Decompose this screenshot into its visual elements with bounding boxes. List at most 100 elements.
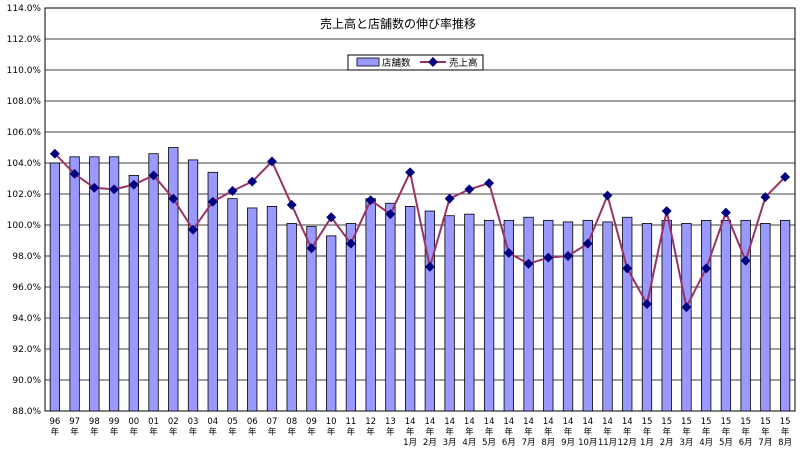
x-tick-label: 1月: [640, 438, 654, 448]
bar: [740, 219, 751, 412]
x-tick-label: 年: [722, 427, 731, 438]
x-tick-label: 14: [602, 417, 613, 427]
x-tick-label: 2月: [660, 438, 674, 448]
x-tick-label: 01: [148, 417, 159, 427]
line-point: [188, 224, 198, 235]
bar: [661, 219, 672, 412]
x-tick-label: 年: [90, 427, 99, 438]
bar: [306, 226, 317, 412]
line-point: [207, 196, 218, 207]
x-tick-label: 15: [701, 417, 712, 427]
x-tick-label: 年: [169, 427, 178, 438]
bar: [582, 219, 593, 412]
x-tick-label: 年: [268, 427, 277, 438]
x-tick-label: 11月: [598, 438, 617, 448]
x-tick-label: 年: [505, 427, 514, 438]
bar: [187, 159, 199, 412]
line-point: [306, 243, 317, 254]
x-tick-label: 年: [544, 427, 553, 438]
bar: [345, 223, 357, 412]
line-point: [642, 299, 652, 309]
x-tick-label: 年: [682, 427, 691, 438]
bar: [760, 223, 771, 412]
y-tick-label: 94.0%: [12, 314, 41, 324]
x-tick-label: 3月: [679, 438, 693, 448]
x-tick-label: 15: [681, 417, 692, 427]
line-point: [286, 199, 297, 210]
legend: 店舗数 売上高: [347, 54, 484, 71]
line-point: [148, 170, 159, 181]
line-point: [780, 172, 791, 182]
y-tick-label: 112.0%: [7, 35, 42, 45]
line-series-sales: [49, 148, 791, 313]
line-point: [49, 148, 60, 159]
line-point: [89, 182, 100, 193]
x-tick-label: 12: [365, 417, 376, 427]
bar: [641, 223, 653, 412]
y-tick-label: 114.0%: [7, 4, 42, 14]
line-point: [720, 207, 731, 218]
line-point: [622, 263, 633, 274]
x-tick-label: 02: [168, 417, 179, 427]
line-point: [69, 168, 80, 179]
x-axis-ticks: 96年97年98年99年00年01年02年03年04年05年06年07年08年0…: [49, 417, 792, 448]
chart-title: 売上高と店舗数の伸び率推移: [320, 16, 476, 31]
x-tick-label: 年: [643, 427, 652, 438]
bar: [128, 174, 139, 412]
y-tick-label: 106.0%: [7, 128, 42, 138]
line-point: [701, 263, 712, 274]
bar: [622, 216, 633, 412]
x-tick-label: 年: [445, 427, 454, 438]
bar: [720, 219, 732, 412]
x-tick-label: 年: [406, 427, 415, 438]
x-tick-label: 年: [149, 427, 158, 438]
x-tick-label: 1月: [403, 438, 417, 448]
x-tick-label: 年: [110, 427, 119, 438]
x-tick-label: 年: [228, 427, 237, 438]
x-tick-label: 年: [741, 427, 750, 438]
line-point: [464, 184, 475, 195]
x-tick-label: 年: [485, 427, 494, 438]
bar: [424, 210, 436, 412]
x-tick-label: 8月: [778, 438, 792, 448]
y-tick-label: 102.0%: [7, 190, 42, 200]
bar-series-store-count: [49, 147, 791, 412]
line-point: [424, 261, 435, 272]
bar: [543, 219, 554, 412]
x-tick-label: 年: [584, 427, 593, 438]
x-tick-label: 09: [306, 417, 317, 427]
bar: [247, 207, 258, 412]
x-tick-label: 14: [464, 417, 475, 427]
line-point: [582, 238, 593, 249]
bar: [562, 221, 574, 412]
x-tick-label: 年: [327, 427, 336, 438]
y-tick-label: 100.0%: [7, 221, 42, 231]
x-tick-label: 8月: [541, 438, 555, 448]
x-tick-label: 4月: [699, 438, 713, 448]
bar: [89, 156, 100, 412]
x-tick-label: 年: [781, 427, 790, 438]
bar: [108, 156, 120, 412]
bar: [779, 219, 791, 412]
y-tick-label: 104.0%: [7, 159, 42, 169]
legend-box: [347, 54, 484, 71]
x-tick-label: 06: [247, 417, 258, 427]
x-tick-label: 年: [564, 427, 573, 438]
x-tick-label: 00: [128, 417, 139, 427]
x-tick-label: 5月: [482, 438, 496, 448]
line-point: [760, 192, 771, 203]
line-point: [503, 247, 514, 258]
x-tick-label: 13: [385, 417, 396, 427]
x-tick-label: 3月: [443, 438, 457, 448]
y-axis-ticks: 88.0% 90.0% 92.0% 94.0% 96.0% 98.0% 100.0% 102.…: [7, 4, 42, 417]
bar: [69, 156, 80, 412]
x-tick-label: 14: [622, 417, 633, 427]
line-point: [681, 302, 692, 313]
x-tick-label: 10月: [578, 438, 597, 448]
x-tick-label: 14: [543, 417, 554, 427]
x-tick-label: 年: [70, 427, 79, 438]
line-point: [484, 178, 495, 189]
y-tick-label: 110.0%: [7, 66, 42, 76]
x-tick-label: 年: [702, 427, 711, 438]
